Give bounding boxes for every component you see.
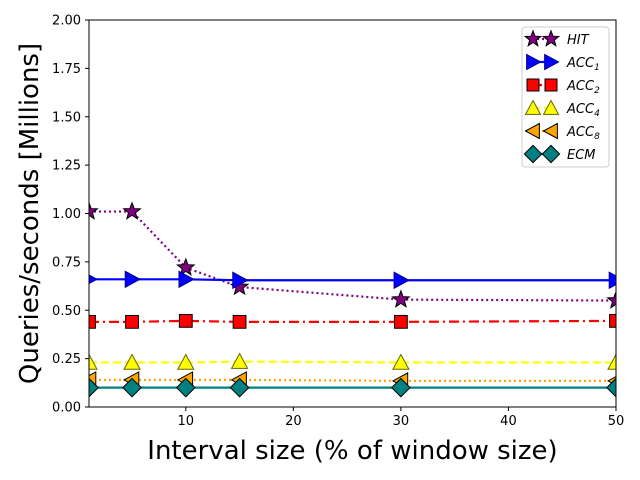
series-line-acc4 <box>89 360 616 364</box>
data-point-hit <box>89 201 99 220</box>
legend-marker-acc2 <box>526 78 540 92</box>
legend-marker-acc4 <box>524 99 542 115</box>
series-acc2 <box>89 313 616 329</box>
data-point-hit <box>606 290 616 309</box>
series-line-hit <box>89 210 616 302</box>
x-tick-label: 40 <box>500 414 517 429</box>
y-tick-label: 0.00 <box>52 401 81 416</box>
data-point-acc4 <box>392 353 410 370</box>
series-acc1 <box>89 270 616 290</box>
data-point-acc1 <box>89 274 99 285</box>
series-hit <box>89 201 616 309</box>
legend-entry-acc1: ACC1 <box>526 53 600 73</box>
data-point-acc2 <box>393 314 408 329</box>
data-point-acc2 <box>178 313 193 328</box>
data-point-acc1 <box>232 271 249 290</box>
legend-marker-acc1 <box>544 53 560 71</box>
data-point-acc1 <box>608 271 616 290</box>
y-tick-label: 1.25 <box>52 159 81 174</box>
data-point-hit <box>391 289 411 308</box>
data-point-acc4 <box>123 353 141 370</box>
data-point-acc2 <box>89 314 96 329</box>
legend-marker-acc8 <box>542 122 558 140</box>
data-point-ecm <box>390 377 411 398</box>
data-point-ecm <box>229 377 250 398</box>
data-point-acc4 <box>607 353 616 370</box>
y-axis: 0.00 0.25 0.50 0.75 1.00 1.25 1.50 1.75 2.00 <box>52 14 89 416</box>
y-tick-label: 0.50 <box>52 304 81 319</box>
legend-label: ECM <box>567 148 596 163</box>
data-point-acc4 <box>230 352 249 369</box>
y-tick-label: 1.75 <box>52 62 81 77</box>
data-point-acc2 <box>232 314 247 329</box>
x-tick-label: 10 <box>178 414 195 429</box>
data-point-acc1 <box>178 270 195 289</box>
legend-box <box>521 26 610 168</box>
data-point-acc1 <box>124 270 142 289</box>
legend-marker-hit <box>523 29 543 47</box>
y-tick-label: 0.75 <box>52 255 81 270</box>
legend-label: ACC1 <box>566 56 600 73</box>
legend-label-subscript: 8 <box>594 132 600 142</box>
legend-marker-acc4 <box>542 99 560 115</box>
y-tick-label: 1.50 <box>52 110 81 125</box>
data-point-ecm <box>175 377 196 398</box>
data-point-ecm <box>89 377 99 398</box>
legend-marker-acc2 <box>544 78 558 92</box>
legend-marker-hit <box>541 29 561 47</box>
legend-label-subscript: 1 <box>594 63 600 73</box>
data-point-ecm <box>606 377 616 398</box>
legend-entry-acc2: ACC2 <box>526 78 600 96</box>
legend-entry-ecm: ECM <box>523 144 596 164</box>
legend-label: ACC2 <box>566 79 600 96</box>
data-point-ecm <box>122 377 142 398</box>
plot-series <box>89 201 616 398</box>
legend-label-subscript: 2 <box>594 86 600 96</box>
x-axis-label: Interval size (% of window size) <box>147 436 557 466</box>
data-point-acc4 <box>176 353 195 370</box>
legend-entry-hit: HIT <box>523 29 590 48</box>
data-point-hit <box>176 257 196 276</box>
x-tick-label: 20 <box>285 414 302 429</box>
y-tick-label: 1.00 <box>52 207 81 222</box>
data-point-acc4 <box>89 353 98 370</box>
legend-marker-acc1 <box>526 53 542 71</box>
legend-label: ACC8 <box>566 125 600 142</box>
series-acc4 <box>89 352 616 370</box>
x-tick-label: 30 <box>393 414 410 429</box>
data-point-acc1 <box>393 271 410 290</box>
y-tick-label: 0.25 <box>52 352 81 367</box>
series-line-acc2 <box>89 319 616 323</box>
legend-label: HIT <box>567 33 590 48</box>
legend: HIT ACC1 ACC2 ACC4 ACC8 ECM <box>521 26 610 168</box>
legend-marker-ecm <box>541 144 561 164</box>
legend-entry-acc4: ACC4 <box>524 99 600 119</box>
legend-marker-ecm <box>523 144 543 164</box>
x-axis: 10 20 30 40 50 <box>178 407 625 429</box>
legend-marker-acc8 <box>524 122 540 140</box>
data-point-hit <box>122 201 142 220</box>
y-tick-label: 2.00 <box>52 14 81 29</box>
legend-label-subscript: 4 <box>594 109 600 119</box>
y-axis-label: Queries/seconds [Millions] <box>15 43 45 384</box>
series-line-acc1 <box>89 278 616 282</box>
legend-label: ACC4 <box>566 102 600 119</box>
data-point-acc2 <box>125 314 139 329</box>
x-tick-label: 50 <box>608 414 625 429</box>
legend-entry-acc8: ACC8 <box>524 122 600 142</box>
series-ecm <box>89 377 616 398</box>
